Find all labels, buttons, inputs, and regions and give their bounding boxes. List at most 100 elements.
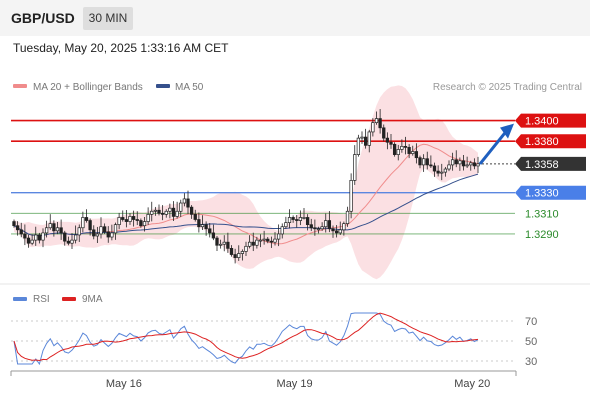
candle: [73, 225, 78, 244]
candle: [305, 214, 310, 231]
time-tick-label: May 16: [106, 378, 142, 390]
candle: [291, 215, 295, 223]
candle: [157, 204, 161, 216]
rsi-ma-legend-swatch: [62, 297, 76, 301]
candle: [454, 150, 458, 168]
level-tag-resistance: 1.3400: [525, 116, 559, 128]
candle: [200, 215, 205, 231]
candle: [385, 132, 390, 150]
candle: [465, 156, 469, 168]
candle: [476, 156, 480, 173]
candle: [222, 235, 226, 252]
candle: [218, 239, 223, 249]
candle: [258, 234, 263, 248]
candle: [15, 221, 20, 236]
level-tag-resistance: 1.3380: [525, 136, 559, 148]
candle: [12, 219, 16, 228]
candle: [425, 151, 429, 170]
candle: [52, 220, 56, 237]
forecast-arrow-head: [500, 123, 514, 139]
candle: [131, 210, 136, 227]
timeframe-button[interactable]: 30 MIN: [83, 7, 133, 30]
candle: [197, 212, 201, 233]
candle: [92, 225, 96, 240]
rsi-legend-label: RSI: [33, 294, 50, 305]
rsi-ma-legend-label: 9MA: [82, 294, 103, 305]
candle: [99, 217, 103, 239]
candle: [396, 144, 400, 161]
candle: [142, 217, 147, 232]
candle: [19, 222, 23, 238]
candle: [229, 245, 234, 257]
level-tag-box-resistance: [515, 134, 586, 149]
candle: [226, 232, 230, 253]
candle: [360, 131, 364, 144]
candle: [432, 162, 437, 177]
level-lines-layer: [11, 119, 515, 235]
candle: [193, 209, 197, 222]
candle: [186, 190, 190, 215]
candle: [37, 232, 42, 244]
candle: [262, 230, 266, 245]
candle: [215, 236, 219, 252]
candle: [247, 235, 252, 249]
candle: [342, 221, 346, 236]
level-tag-box-pivot: [515, 185, 586, 200]
level-tag-box-resistance: [515, 113, 586, 128]
candle: [139, 218, 143, 228]
candle: [237, 245, 241, 261]
candle: [30, 234, 34, 246]
candle: [450, 152, 455, 171]
candle: [353, 145, 357, 185]
candle: [179, 199, 183, 218]
candle: [81, 211, 85, 233]
rsi-tick-label: 50: [525, 336, 537, 348]
candle: [113, 222, 118, 240]
candle: [334, 225, 339, 238]
candle: [461, 155, 466, 171]
candle: [458, 157, 462, 171]
candle: [324, 213, 328, 233]
ma50-legend-swatch: [156, 84, 170, 88]
candle: [70, 233, 74, 249]
level-tag-box-current: [515, 156, 586, 171]
candle: [338, 221, 342, 235]
candle: [55, 221, 60, 235]
candle: [472, 158, 477, 170]
candle: [63, 230, 67, 246]
rsi-panel: 70 50 30: [11, 312, 537, 368]
candle: [367, 129, 371, 153]
candle: [266, 237, 270, 244]
forecast-arrow-layer: [478, 123, 514, 165]
level-tag-pivot: 1.3330: [525, 188, 559, 200]
candle: [117, 212, 121, 230]
candle: [436, 165, 440, 177]
candle: [26, 234, 31, 248]
candle: [135, 211, 139, 226]
candle: [66, 236, 71, 246]
candle: [443, 166, 448, 177]
candle: [233, 248, 237, 264]
candle: [392, 142, 397, 157]
candle: [349, 173, 353, 219]
candle: [345, 206, 350, 227]
candle: [208, 223, 212, 238]
candle: [269, 236, 274, 248]
candle: [447, 160, 451, 172]
candle: [313, 219, 317, 236]
rsi-line: [13, 312, 479, 366]
candle: [331, 225, 335, 238]
candle: [276, 224, 281, 247]
level-tag-current: 1.3358: [525, 159, 559, 171]
candle: [95, 226, 100, 244]
candle: [128, 213, 132, 225]
candle: [407, 144, 411, 159]
candle: [44, 220, 49, 238]
ma20-legend-swatch: [13, 84, 27, 88]
candle: [418, 155, 422, 169]
candle: [160, 205, 165, 221]
candle: [287, 209, 292, 229]
time-tick-label: May 20: [454, 378, 490, 390]
candle: [211, 224, 216, 241]
candle: [302, 207, 306, 220]
